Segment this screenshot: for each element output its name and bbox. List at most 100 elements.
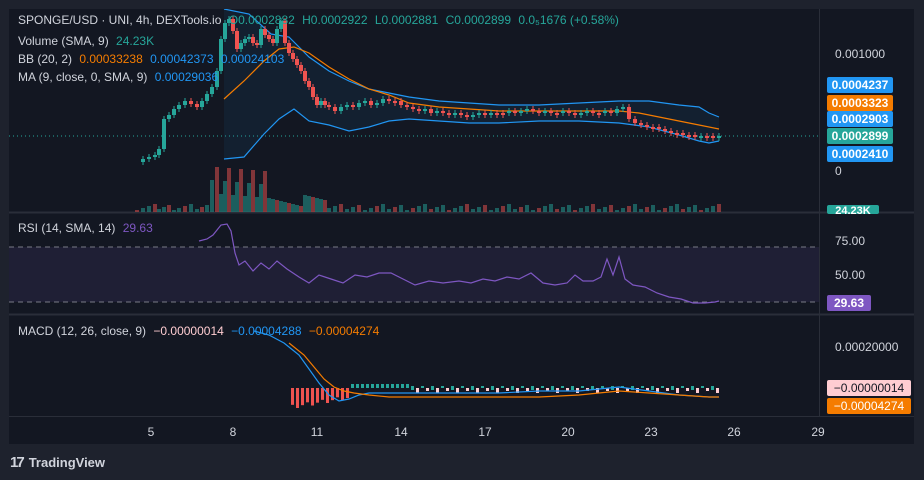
tradingview-logo[interactable]: 17 TradingView [10, 454, 105, 471]
candle-body [639, 123, 643, 125]
ma-label[interactable]: MA (9, close, 0, SMA, 9) [18, 70, 148, 84]
macd-hist-bar [596, 388, 599, 393]
volume-bar [651, 205, 655, 212]
macd-hist-bar [441, 386, 444, 388]
macd-hist-bar [311, 388, 314, 406]
volume-bar [283, 202, 287, 212]
macd-hist-bar [446, 388, 449, 391]
macd-label[interactable]: MACD (12, 26, close, 9) [18, 324, 147, 338]
candle-body [483, 113, 487, 115]
candle-body [591, 111, 595, 113]
volume-bar [663, 208, 667, 212]
volume-label[interactable]: Volume (SMA, 9) [18, 34, 109, 48]
macd-hist-bar [386, 384, 389, 388]
candle-body [417, 109, 421, 111]
candle-body [423, 109, 427, 111]
macd-hist-bar [486, 388, 489, 391]
symbol-label[interactable]: SPONGE/USD · UNI, 4h, DEXTools.io [18, 13, 222, 27]
candle-body [327, 105, 331, 107]
macd-hist-bar [706, 388, 709, 391]
svg-text:−0.00000014: −0.00000014 [834, 381, 905, 395]
volume-bar [441, 205, 445, 212]
candle-body [239, 43, 243, 49]
volume-bar [411, 208, 415, 212]
volume-bar [621, 208, 625, 212]
price-badge-bb-lower: 0.0002410 [827, 146, 893, 162]
candle-body [393, 101, 397, 103]
rsi-band [9, 247, 819, 302]
chart-frame[interactable]: 0.001000 0 0.0004237 0.0003323 0.0002903… [9, 8, 914, 444]
volume-bar [263, 171, 267, 212]
volume-bar [495, 208, 499, 212]
candle-body [279, 21, 283, 29]
time-axis[interactable]: 5 8 11 14 17 20 23 26 29 [148, 425, 825, 439]
ma-legend: MA (9, close, 0, SMA, 9) 0.00029036 [18, 70, 222, 84]
candle-body [651, 127, 655, 129]
time-label: 26 [727, 425, 741, 439]
macd-hist-bar [616, 388, 619, 393]
volume-bar [615, 210, 619, 212]
candle-body [263, 29, 267, 35]
candle-body [323, 101, 327, 105]
volume-bar [483, 205, 487, 212]
macd-hist-bar [381, 384, 384, 388]
volume-bars [135, 167, 721, 212]
svg-text:0.0002410: 0.0002410 [832, 147, 889, 161]
volume-bar [549, 204, 553, 212]
price-tick-0.001: 0.001000 [835, 47, 885, 61]
volume-bar [465, 204, 469, 212]
macd-hist-bar [371, 384, 374, 388]
time-label: 11 [311, 425, 324, 439]
macd-hist-bar [406, 384, 409, 388]
candle-body [567, 111, 571, 113]
candle-body [711, 136, 715, 138]
candle-body [205, 94, 209, 101]
macd-hist-bar [541, 386, 544, 388]
price-badge-bb-basis: 0.0003323 [827, 95, 893, 111]
volume-bar [357, 205, 361, 212]
macd-hist-bar [636, 388, 639, 393]
volume-bar [255, 197, 259, 212]
volume-bar [537, 208, 541, 212]
macd-hist-value: −0.00000014 [153, 324, 224, 338]
volume-bar [603, 207, 607, 212]
candle-body [219, 39, 223, 71]
volume-bar [315, 198, 319, 212]
macd-hist-bar [421, 386, 424, 388]
volume-badge: 24.23K [827, 205, 879, 217]
macd-hist-bar [341, 388, 344, 401]
candle-body [501, 113, 505, 115]
candle-body [210, 87, 214, 94]
volume-bar [162, 207, 166, 212]
macd-hist-bar [451, 386, 454, 390]
volume-bar [363, 210, 367, 212]
macd-hist-bar [591, 386, 594, 390]
volume-bar [141, 208, 145, 212]
volume-bar [369, 208, 373, 212]
svg-text:0.0002903: 0.0002903 [832, 112, 889, 126]
candle-body [295, 59, 299, 65]
volume-bar [423, 204, 427, 212]
volume-bar [633, 204, 637, 212]
candle-body [141, 159, 145, 162]
candle-body [319, 101, 323, 105]
candle-body [251, 37, 255, 43]
macd-hist-bar [561, 386, 564, 388]
candle-body [633, 119, 637, 123]
bb-label[interactable]: BB (20, 2) [18, 52, 73, 66]
chart-canvas[interactable]: 0.001000 0 0.0004237 0.0003323 0.0002903… [9, 8, 914, 444]
candle-body [507, 111, 511, 113]
rsi-label[interactable]: RSI (14, SMA, 14) [18, 221, 116, 235]
volume-bar [693, 205, 697, 212]
macd-hist-bar [431, 386, 434, 390]
volume-bar [311, 197, 315, 212]
candle-body [195, 104, 199, 107]
candle-body [489, 113, 493, 115]
svg-text:0.0004237: 0.0004237 [832, 78, 889, 92]
candle-body [519, 111, 523, 113]
volume-bar [153, 204, 157, 212]
candle-body [303, 71, 307, 81]
macd-hist-bar [666, 388, 669, 391]
candle-body [153, 155, 157, 157]
macd-hist-bar [476, 388, 479, 393]
